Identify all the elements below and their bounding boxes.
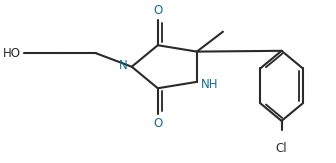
Text: N: N (119, 59, 127, 72)
Text: O: O (153, 117, 162, 130)
Text: O: O (153, 4, 162, 17)
Text: NH: NH (201, 78, 219, 91)
Text: Cl: Cl (276, 142, 287, 155)
Text: HO: HO (3, 47, 21, 60)
